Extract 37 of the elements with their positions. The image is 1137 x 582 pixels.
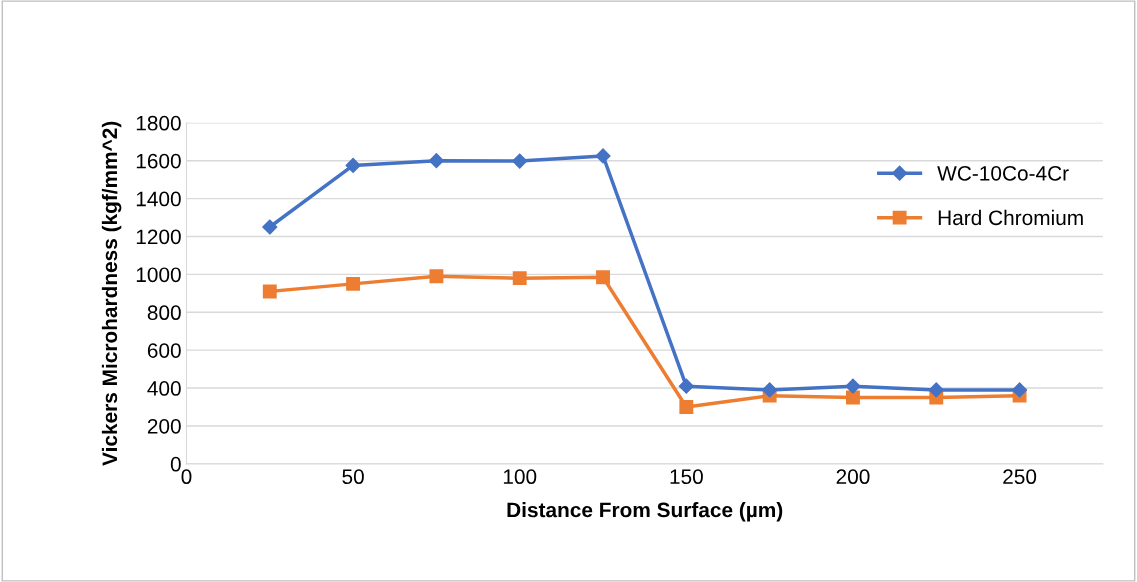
point [596,270,610,285]
point [846,390,860,405]
y-tick-label: 1600 [136,153,181,169]
point [1012,382,1028,398]
y-tick-label: 1000 [136,267,181,283]
x-tick-label: 200 [836,469,870,485]
y-tick-label: 400 [147,381,181,396]
x-tick-label: 50 [342,469,364,485]
point [429,269,444,284]
x-axis-title: Distance From Surface (µm) [507,502,783,522]
point [928,382,944,398]
x-tick-label: 250 [1003,469,1037,485]
point [346,276,361,291]
point [512,271,527,286]
legend-label: WC-10Co-4Cr [937,165,1069,181]
point [595,148,611,164]
y-tick-label: 0 [170,456,181,472]
point [345,157,361,174]
y-tick-label: 200 [147,418,181,434]
point [845,378,861,394]
y-tick-label: 600 [147,343,181,358]
x-tick-label: 0 [181,469,192,485]
x-tick-label: 150 [670,469,703,485]
point [262,219,278,235]
x-tick-label: 100 [503,469,537,485]
point [428,153,444,169]
y-tick-label: 800 [147,305,181,321]
legend-label: Hard Chromium [938,209,1083,226]
point [678,378,694,394]
point [679,400,694,414]
y-tick-label: 1400 [136,191,181,207]
y-axis-title: Vickers Microhardness (kgf/mm^2) [101,121,122,466]
y-tick-label: 1800 [136,115,181,131]
point [762,382,778,398]
point [512,153,528,169]
y-tick-label: 1200 [136,229,181,245]
point [262,284,277,299]
